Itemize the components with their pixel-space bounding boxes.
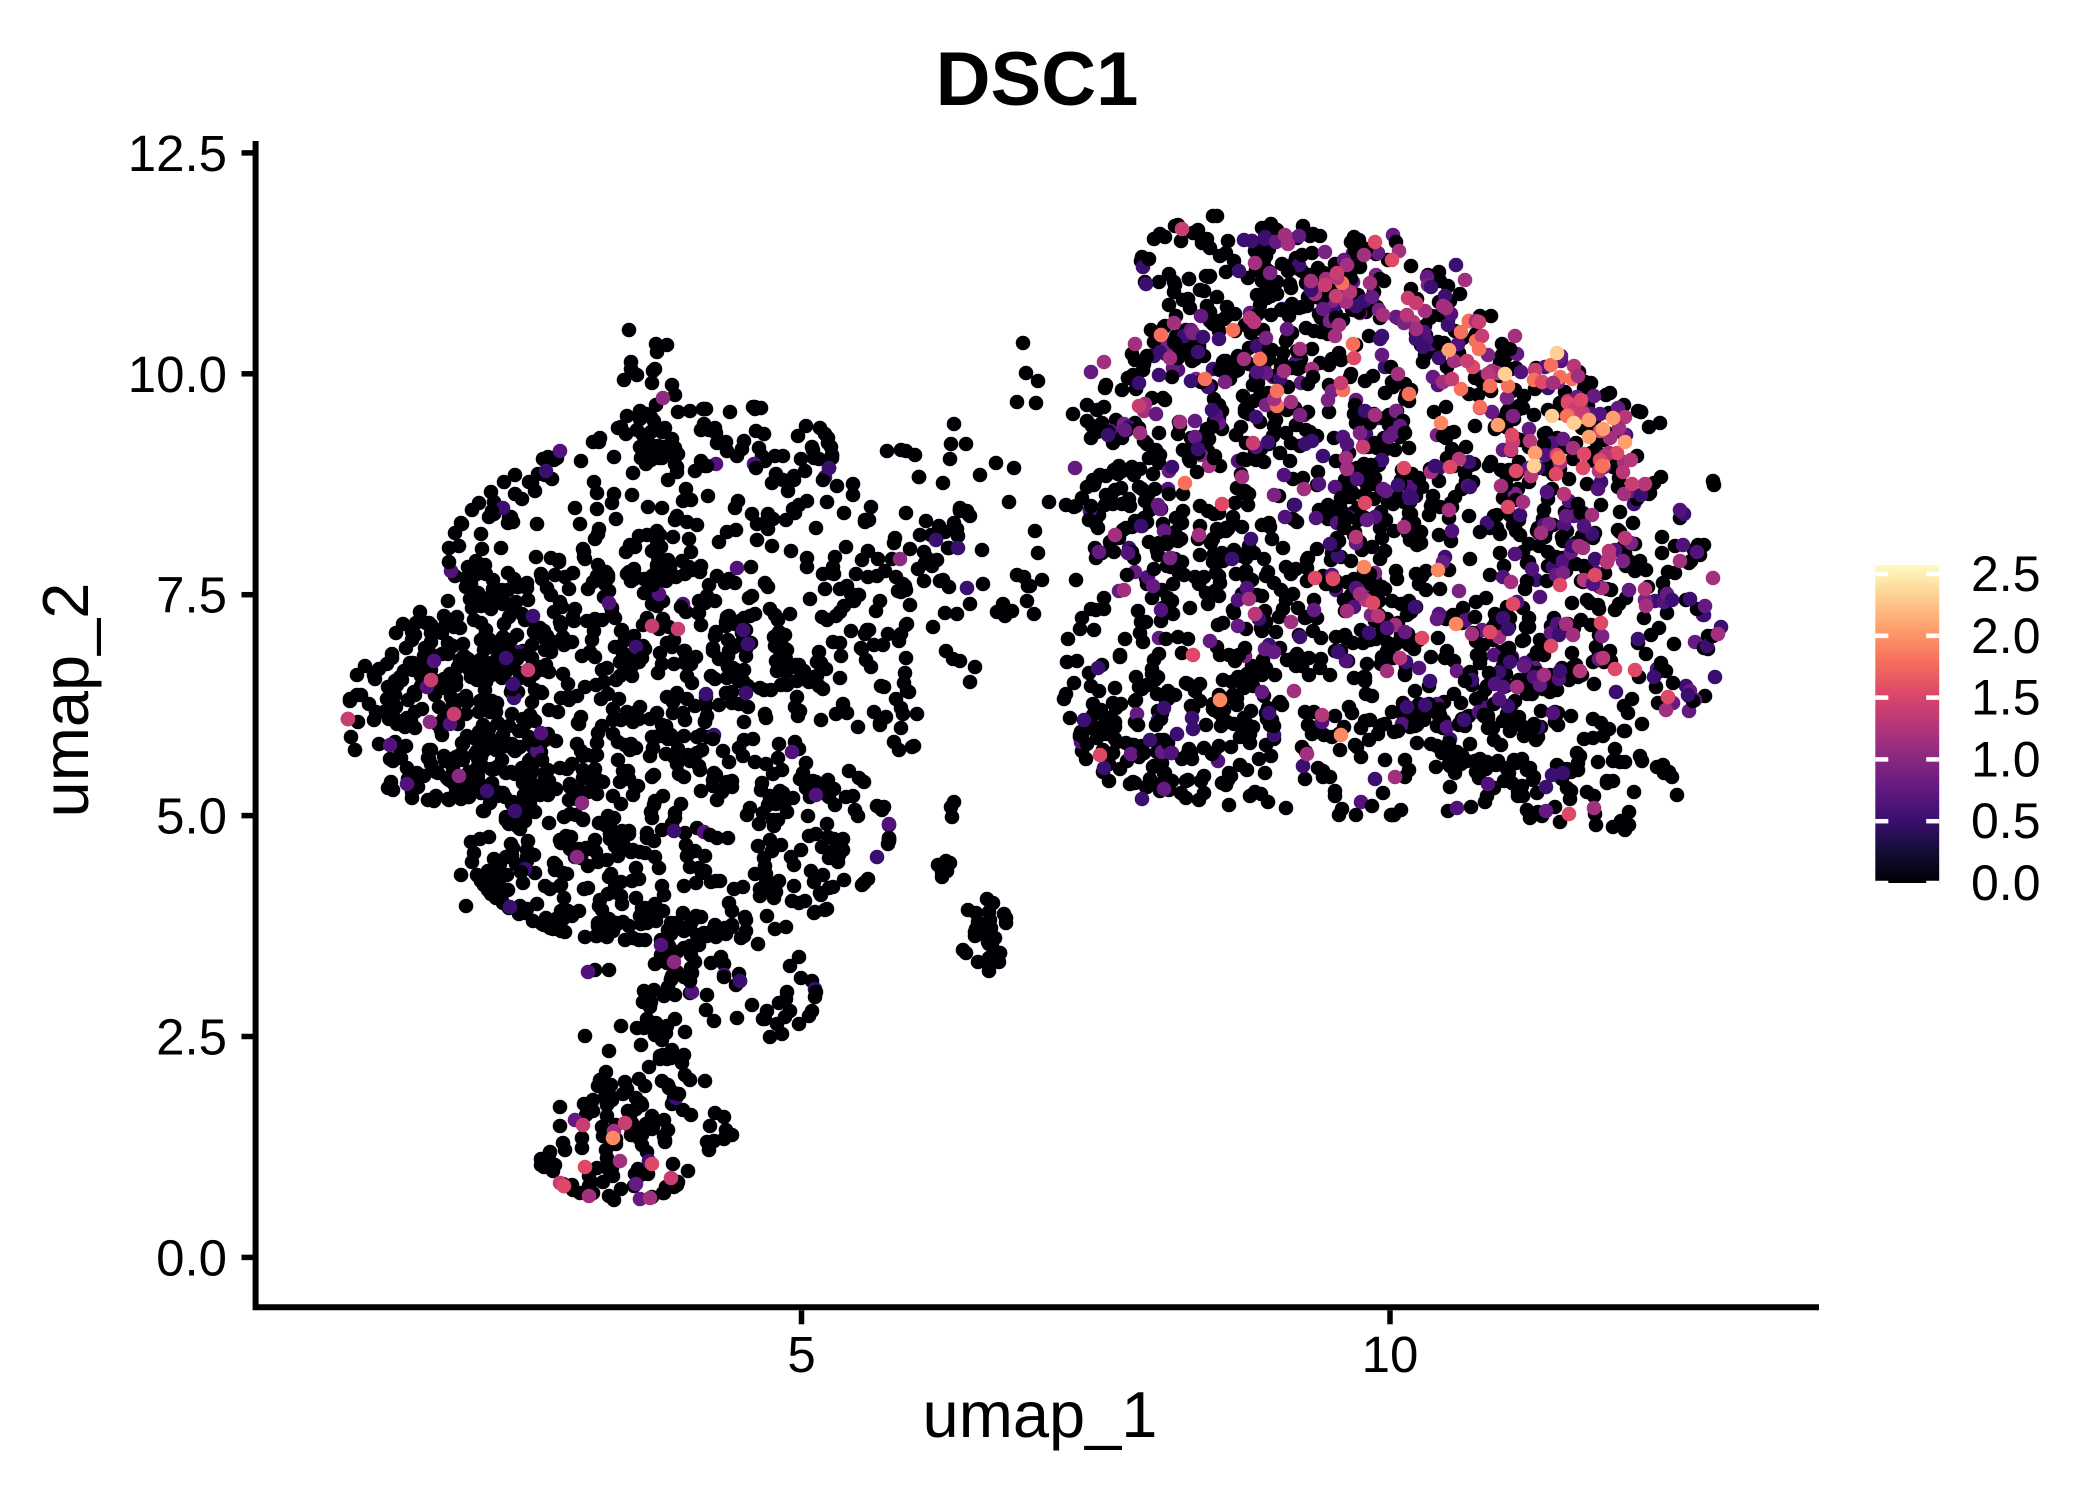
svg-text:1.5: 1.5 bbox=[1971, 670, 2041, 726]
svg-text:12.5: 12.5 bbox=[128, 125, 227, 182]
svg-text:7.5: 7.5 bbox=[156, 567, 227, 624]
svg-text:umap_2: umap_2 bbox=[29, 583, 102, 818]
svg-text:0.0: 0.0 bbox=[156, 1229, 227, 1286]
svg-text:0.5: 0.5 bbox=[1971, 793, 2041, 849]
svg-text:2.5: 2.5 bbox=[1971, 546, 2041, 602]
svg-text:2.0: 2.0 bbox=[1971, 608, 2041, 664]
svg-text:0.0: 0.0 bbox=[1971, 855, 2041, 911]
svg-text:umap_1: umap_1 bbox=[923, 1378, 1158, 1451]
svg-text:2.5: 2.5 bbox=[156, 1009, 227, 1066]
svg-text:5.0: 5.0 bbox=[156, 788, 227, 845]
svg-text:10: 10 bbox=[1362, 1326, 1419, 1383]
svg-text:5: 5 bbox=[787, 1326, 815, 1383]
svg-text:1.0: 1.0 bbox=[1971, 731, 2041, 787]
svg-text:DSC1: DSC1 bbox=[936, 37, 1139, 122]
svg-text:10.0: 10.0 bbox=[128, 346, 227, 403]
